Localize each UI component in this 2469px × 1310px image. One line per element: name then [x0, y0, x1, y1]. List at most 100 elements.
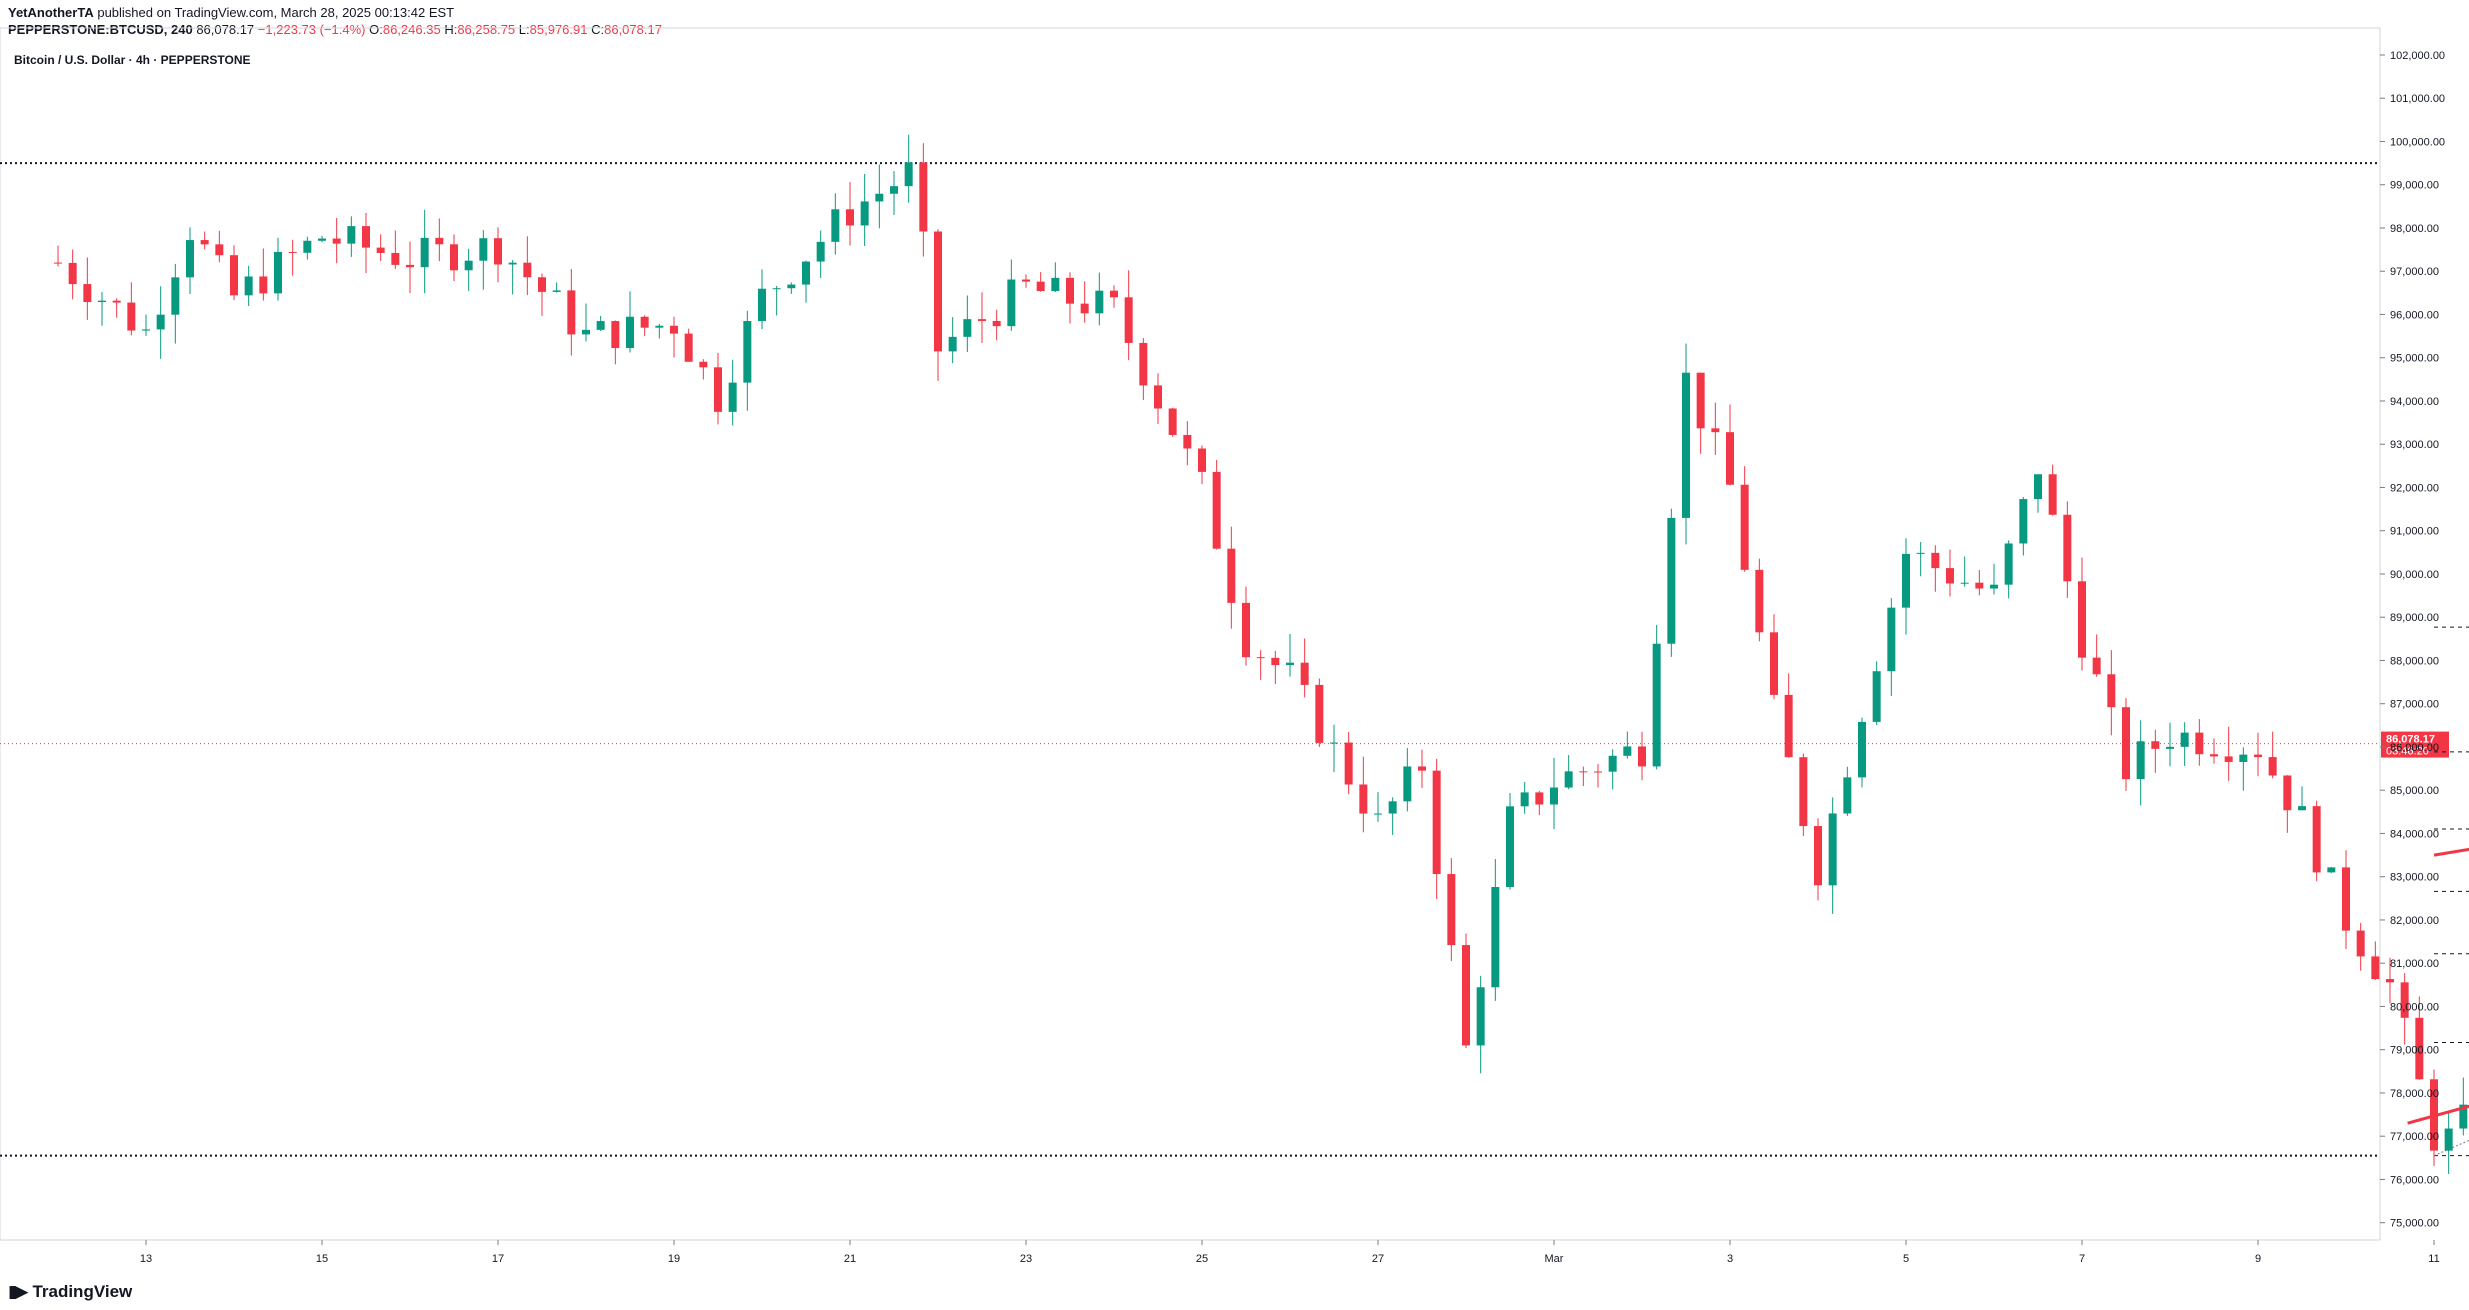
candle-body: [1080, 303, 1089, 314]
candle-body: [1916, 552, 1925, 554]
candle-body: [2415, 1017, 2424, 1080]
y-tick-label: 94,000.00: [2390, 396, 2439, 408]
y-tick-label: 99,000.00: [2390, 180, 2439, 192]
candle-body: [420, 237, 429, 268]
candle-body: [1843, 777, 1852, 814]
candle-body: [303, 240, 312, 253]
candle-body: [655, 325, 664, 328]
candle-body: [1814, 826, 1822, 886]
candle-body: [567, 290, 576, 335]
open-label: O:: [369, 22, 383, 37]
candle-body: [2268, 757, 2277, 776]
last-price-value: 86,078.17: [2386, 734, 2435, 746]
candle-countdown: 03:46:20: [2386, 746, 2429, 758]
x-tick-label: 5: [1903, 1253, 1909, 1265]
candle-body: [1828, 813, 1837, 886]
candle-body: [1256, 657, 1265, 659]
candle-body: [670, 325, 678, 334]
candle-body: [83, 284, 92, 303]
candle-body: [582, 329, 590, 335]
candle-body: [2136, 741, 2145, 780]
y-tick-label: 75,000.00: [2390, 1218, 2439, 1230]
candle-body: [332, 238, 341, 244]
candle-body: [1212, 471, 1221, 549]
candle-body: [1696, 372, 1705, 429]
candle-body: [2283, 775, 2292, 811]
candle-body: [611, 321, 620, 349]
candle-body: [1623, 746, 1632, 756]
open-value: 86,246.35: [382, 22, 441, 37]
author-name[interactable]: YetAnotherTA: [8, 5, 94, 20]
candle-body: [1784, 694, 1793, 758]
candle-body: [2004, 543, 2013, 585]
chart-title: Bitcoin / U.S. Dollar · 4h · PEPPERSTONE: [14, 53, 251, 67]
candle-body: [948, 336, 957, 352]
candle-body: [1227, 548, 1236, 603]
candle-body: [391, 252, 400, 265]
candle-body: [802, 261, 810, 285]
x-tick-label: 11: [2428, 1253, 2439, 1265]
candle-body: [2092, 657, 2101, 675]
candle-body: [934, 231, 942, 352]
candle-body: [2063, 514, 2072, 582]
candle-body: [1462, 945, 1470, 1046]
candle-body: [450, 244, 458, 271]
candle-body: [831, 209, 840, 242]
symbol-label[interactable]: PEPPERSTONE:BTCUSD, 240: [8, 22, 193, 37]
candle-body: [1902, 553, 1910, 608]
candle-body: [1315, 684, 1324, 743]
wedge-upper-line: [2433, 847, 2469, 857]
y-tick-label: 80,000.00: [2390, 1001, 2439, 1013]
candle-body: [684, 333, 693, 362]
high-value: 86,258.75: [457, 22, 516, 37]
candle-body: [2166, 746, 2174, 749]
candle-body: [1990, 584, 1998, 589]
candle-body: [1066, 277, 1074, 304]
candle-body: [2224, 756, 2233, 762]
candle-body: [2122, 707, 2130, 780]
y-tick-label: 78,000.00: [2390, 1088, 2439, 1100]
x-tick-label: Mar: [1545, 1253, 1564, 1265]
high-label: H:: [444, 22, 458, 37]
x-tick-label: 23: [1020, 1253, 1032, 1265]
x-tick-label: 25: [1196, 1253, 1208, 1265]
y-tick-label: 87,000.00: [2390, 699, 2439, 711]
candle-body: [1564, 771, 1573, 788]
x-tick-label: 3: [1727, 1253, 1733, 1265]
candle-body: [2371, 956, 2380, 980]
candle-body: [596, 321, 605, 330]
candle-body: [2078, 581, 2086, 658]
x-tick-label: 19: [668, 1253, 680, 1265]
candle-body: [1975, 582, 1984, 589]
last-price: 86,078.17: [196, 22, 255, 37]
candle-body: [1931, 552, 1940, 569]
candle-body: [523, 262, 532, 278]
y-tick-label: 97,000.00: [2390, 266, 2439, 278]
plot-frame: [0, 27, 2381, 1241]
candle-body: [2210, 754, 2218, 757]
candle-body: [1359, 784, 1368, 814]
candle-body: [2312, 806, 2321, 873]
candle-body: [2107, 674, 2116, 708]
candle-body: [2034, 474, 2042, 500]
candle-body: [2151, 741, 2160, 749]
candle-body: [2239, 754, 2248, 762]
candle-body: [2327, 867, 2336, 873]
candle-body: [699, 361, 708, 368]
tradingview-brand[interactable]: ▮▶ TradingView: [8, 1282, 132, 1302]
candle-body: [2356, 930, 2365, 957]
candle-body: [1242, 602, 1250, 658]
brand-name: TradingView: [32, 1282, 133, 1301]
candle-body: [274, 251, 282, 294]
candle-body: [1755, 569, 1764, 633]
y-tick-label: 76,000.00: [2390, 1174, 2439, 1186]
candle-body: [508, 262, 517, 265]
candle-body: [1887, 607, 1896, 672]
candle-body: [1168, 408, 1177, 435]
candle-body: [1520, 792, 1529, 807]
y-tick-label: 77,000.00: [2390, 1131, 2439, 1143]
candle-body: [347, 226, 356, 244]
candle-body: [2342, 867, 2350, 931]
x-tick-label: 13: [140, 1253, 152, 1265]
